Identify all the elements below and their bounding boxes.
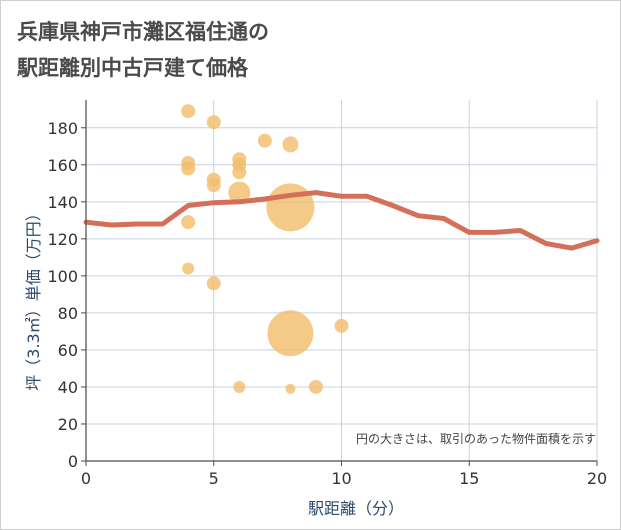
bubble-point — [181, 215, 196, 230]
bubble-point — [206, 115, 221, 130]
bubble-point — [233, 380, 246, 393]
bubble-point — [181, 104, 196, 119]
tick-labels: 0 20 40 60 80 100 120 140 160 180 0 5 10 15 20 — [47, 119, 607, 488]
bubble-point — [282, 136, 299, 153]
x-tick-label: 10 — [331, 469, 351, 488]
average-line-layer — [83, 190, 600, 251]
bubble-layer — [181, 104, 349, 394]
chart-title-line-1: 兵庫県神戸市灘区福住通の — [17, 20, 269, 44]
y-tick-label: 140 — [47, 193, 78, 212]
bubble-point — [206, 276, 221, 291]
bubble-point — [181, 161, 196, 176]
grid-lines — [86, 100, 598, 461]
chart-title: 兵庫県神戸市灘区福住通の 駅距離別中古戸建て価格 — [17, 14, 607, 86]
y-tick-label: 20 — [58, 415, 78, 434]
y-tick-label: 80 — [58, 304, 78, 323]
x-tick-label: 5 — [209, 469, 219, 488]
average-price-line — [83, 190, 600, 251]
bubble-point — [257, 133, 272, 148]
x-tick-label: 15 — [459, 469, 479, 488]
x-axis-label: 駅距離（分） — [308, 499, 404, 518]
y-tick-label: 40 — [58, 378, 78, 397]
bubble-size-note: 円の大きさは、取引のあった物件面積を示す — [356, 431, 596, 446]
bubble-point — [285, 383, 296, 394]
x-tick-label: 20 — [587, 469, 607, 488]
axes — [81, 100, 598, 466]
chart-title-line-2: 駅距離別中古戸建て価格 — [17, 56, 248, 80]
bubble-point — [206, 178, 221, 193]
bubble-point — [182, 262, 195, 275]
bubble-point — [266, 183, 315, 232]
y-tick-label: 0 — [68, 452, 78, 471]
y-tick-label: 120 — [47, 230, 78, 249]
bubble-point — [232, 165, 247, 180]
bubble-point — [334, 318, 349, 333]
bubble-point — [228, 181, 251, 204]
bubble-point — [267, 310, 314, 357]
x-tick-label: 0 — [81, 469, 91, 488]
y-tick-label: 180 — [47, 119, 78, 138]
y-axis-label: 坪（3.3㎡）単価（万円） — [24, 205, 43, 390]
y-tick-label: 100 — [47, 267, 78, 286]
bubble-point — [308, 379, 323, 394]
y-tick-label: 60 — [58, 341, 78, 360]
y-tick-label: 160 — [47, 156, 78, 175]
